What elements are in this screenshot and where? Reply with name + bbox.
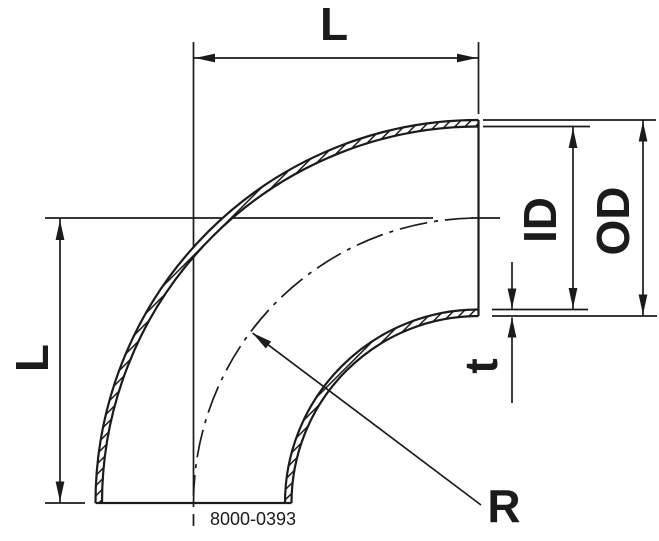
label-bend-radius: R bbox=[487, 480, 520, 532]
arrowhead bbox=[55, 481, 65, 502]
label-outer-diameter: OD bbox=[587, 187, 639, 256]
inner-wall-hatching bbox=[285, 309, 479, 503]
elbow-outer-surface-arc bbox=[94, 118, 479, 504]
arrowhead bbox=[568, 288, 578, 308]
label-inner-diameter: ID bbox=[514, 197, 566, 243]
outer-wall-hatching bbox=[95, 120, 479, 503]
arrowhead bbox=[195, 53, 215, 63]
dimension-arrowheads bbox=[55, 53, 648, 502]
arrowhead bbox=[638, 121, 648, 142]
label-length-top: L bbox=[320, 0, 348, 50]
centerline-arc bbox=[192, 217, 479, 504]
arrowhead bbox=[252, 333, 272, 349]
arrowhead bbox=[568, 128, 578, 148]
arrowhead bbox=[457, 53, 477, 63]
arrowhead bbox=[507, 317, 517, 338]
drawing-number: 8000-0393 bbox=[210, 509, 296, 529]
label-length-left: L bbox=[6, 344, 58, 372]
arrowhead bbox=[638, 294, 648, 315]
radius-leader-line bbox=[251, 332, 482, 506]
arrowhead bbox=[55, 220, 65, 240]
elbow-inner-surface-arc bbox=[290, 314, 479, 504]
elbow-outer-wall-inner-arc bbox=[100, 125, 479, 504]
arrowhead bbox=[507, 288, 517, 309]
label-wall-thickness: t bbox=[455, 358, 507, 373]
elbow-inner-wall-inner-arc bbox=[283, 308, 479, 504]
